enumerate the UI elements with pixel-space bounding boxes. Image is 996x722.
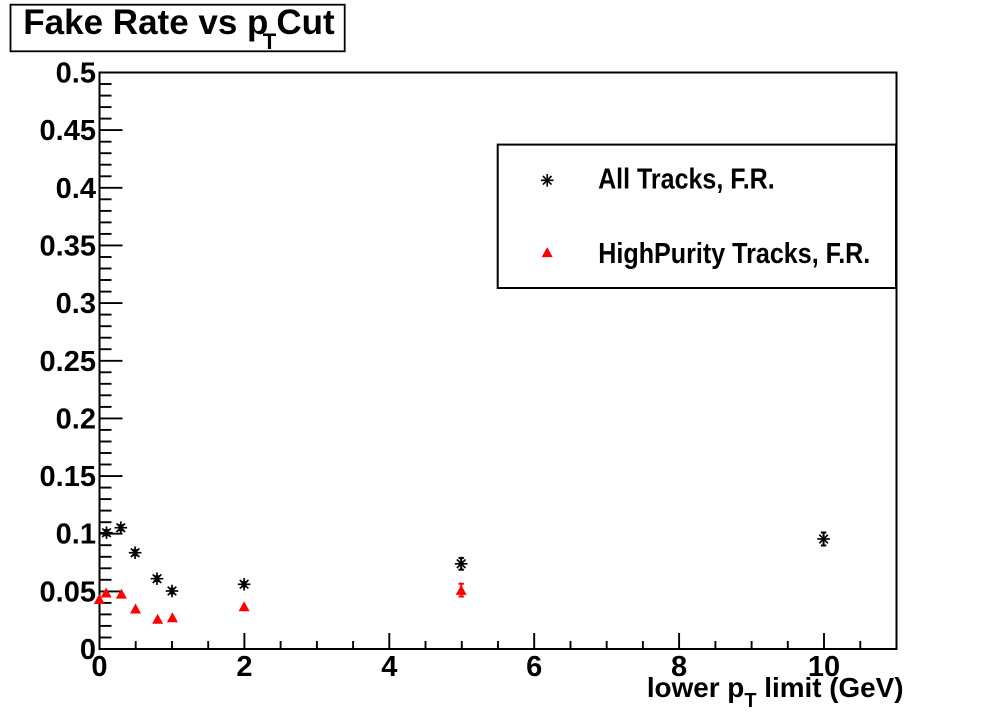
svg-text:0.4: 0.4 xyxy=(56,173,96,205)
svg-text:0.45: 0.45 xyxy=(40,115,96,147)
svg-text:0.3: 0.3 xyxy=(56,288,96,320)
svg-text:0.05: 0.05 xyxy=(40,576,96,608)
svg-text:0: 0 xyxy=(91,651,107,683)
svg-text:10: 10 xyxy=(808,651,840,683)
svg-text:0.25: 0.25 xyxy=(40,346,96,378)
svg-text:4: 4 xyxy=(381,651,397,683)
svg-text:HighPurity Tracks, F.R.: HighPurity Tracks, F.R. xyxy=(598,236,870,269)
svg-text:All Tracks, F.R.: All Tracks, F.R. xyxy=(598,162,775,195)
svg-text:8: 8 xyxy=(671,651,687,683)
svg-text:0.35: 0.35 xyxy=(40,230,96,262)
svg-text:0.1: 0.1 xyxy=(56,519,96,551)
svg-text:0: 0 xyxy=(80,634,96,666)
svg-text:0.15: 0.15 xyxy=(40,461,96,493)
svg-text:6: 6 xyxy=(526,651,542,683)
svg-text:2: 2 xyxy=(236,651,252,683)
svg-text:0.5: 0.5 xyxy=(56,58,96,90)
svg-text:0.2: 0.2 xyxy=(56,403,96,435)
